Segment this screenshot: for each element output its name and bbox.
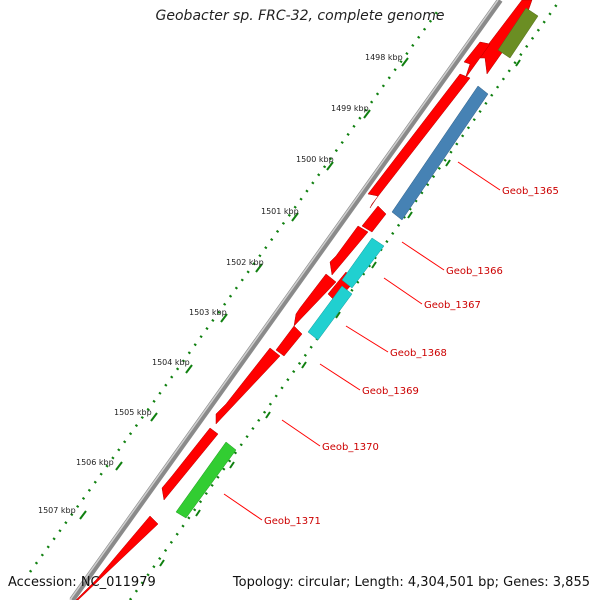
scale-tick-label: 1505 kbp [114, 408, 152, 417]
gene-feature[interactable] [367, 73, 471, 209]
gene-track-tick [371, 261, 377, 269]
scale-tick [401, 57, 409, 67]
scale-tick [115, 461, 123, 471]
scale-tick-label: 1501 kbp [261, 207, 299, 216]
genome-backbone-highlight [69, 0, 499, 600]
scale-tick [255, 263, 263, 273]
gene-label-leader [281, 419, 321, 447]
gene-track-tick [445, 159, 451, 167]
gene-label-leader [401, 241, 445, 271]
scale-tick [220, 313, 228, 323]
scale-tick-label: 1507 kbp [38, 506, 76, 515]
gene-label[interactable]: Geob_1370 [322, 442, 379, 453]
accession-text: Accession: NC_011979 [8, 575, 156, 590]
gene-label-leaders [223, 161, 501, 521]
scale-tick-label: 1499 kbp [331, 104, 369, 113]
scale-tick [291, 212, 299, 222]
scale-dotted-line [28, 7, 442, 573]
gene-feature-geob-1371[interactable] [175, 441, 237, 519]
gene-track-tick [407, 211, 413, 219]
scale-tick [150, 412, 158, 422]
genome-title: Geobacter sp. FRC-32, complete genome [155, 8, 445, 24]
gene-feature-geob-1367[interactable] [341, 237, 385, 289]
scale-tick-label: 1503 kbp [189, 308, 227, 317]
gene-label[interactable]: Geob_1365 [502, 186, 559, 197]
gene-feature-geob-1365[interactable] [391, 85, 489, 221]
gene-feature[interactable] [161, 427, 219, 501]
gene-feature[interactable] [361, 205, 387, 233]
forward-strand-genes [75, 0, 533, 600]
genome-summary-text: Topology: circular; Length: 4,304,501 bp… [232, 575, 590, 590]
gene-feature[interactable] [463, 41, 491, 77]
scale-tick [185, 364, 193, 374]
gene-labels: Geob_1365 Geob_1366 Geob_1367 Geob_1368 … [264, 186, 559, 527]
gene-label[interactable]: Geob_1367 [424, 300, 481, 311]
genome-backbone [69, 0, 503, 600]
scale-tick-label: 1506 kbp [76, 458, 114, 467]
scale-tick-label: 1500 kbp [296, 155, 334, 164]
gene-label[interactable]: Geob_1369 [362, 386, 419, 397]
gene-label[interactable]: Geob_1366 [446, 266, 503, 277]
scale-tick [79, 510, 87, 520]
gene-label-leader [457, 161, 501, 191]
gene-track-tick [265, 411, 271, 419]
gene-label-leader [345, 325, 389, 353]
scale-tick-label: 1502 kbp [226, 258, 264, 267]
scale-ticks: 1498 kbp 1499 kbp 1500 kbp 1501 kbp 1502… [38, 53, 409, 520]
gene-track-ticks [159, 59, 521, 567]
gene-feature-top-olive[interactable] [497, 7, 539, 59]
gene-track-tick [159, 559, 165, 567]
gene-track-tick [301, 361, 307, 369]
gene-track-tick [335, 311, 341, 319]
scale-tick [326, 161, 334, 171]
gene-label-leader [319, 363, 361, 391]
gene-feature[interactable] [215, 347, 281, 425]
gene-feature[interactable] [293, 273, 337, 327]
scale-tick [363, 109, 371, 119]
gene-label-leader [383, 277, 423, 305]
gene-feature-geob-1368[interactable] [307, 285, 353, 341]
gene-feature[interactable] [75, 515, 159, 600]
gene-track-tick [515, 59, 521, 67]
gene-label[interactable]: Geob_1371 [264, 516, 321, 527]
gene-track-tick [229, 461, 235, 469]
gene-label-leader [223, 493, 263, 521]
gene-track-tick [195, 509, 201, 517]
gene-label[interactable]: Geob_1368 [390, 348, 447, 359]
gene-feature[interactable] [275, 325, 303, 357]
gene-feature[interactable] [329, 225, 369, 276]
scale-tick-label: 1498 kbp [365, 53, 403, 62]
scale-tick-label: 1504 kbp [152, 358, 190, 367]
